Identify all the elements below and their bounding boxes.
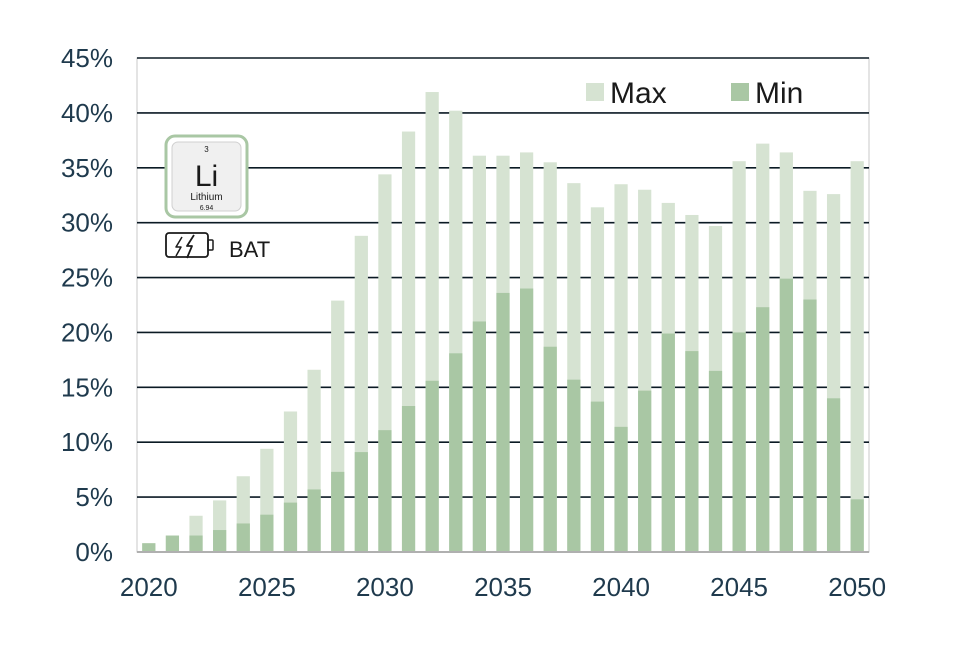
gridlines (137, 57, 869, 498)
bar-min-2020 (142, 543, 156, 552)
x-tick-labels: 2020 2025 2030 2035 2040 2045 2050 (120, 572, 886, 602)
x-tick-label: 2025 (238, 572, 296, 602)
y-tick-label: 5% (75, 482, 113, 512)
bar-min-2034 (472, 321, 486, 552)
bar-min-2044 (708, 370, 723, 552)
y-tick-label: 15% (61, 372, 113, 402)
bar-min-2028 (331, 471, 345, 552)
y-tick-label: 30% (61, 208, 113, 238)
y-tick-label: 20% (61, 317, 113, 347)
bar-min-2036 (520, 288, 534, 552)
bar-min-2024 (236, 523, 250, 552)
battery-label: BAT (229, 237, 270, 262)
bar-min-2046 (756, 307, 770, 552)
legend-label-min: Min (755, 77, 803, 110)
x-tick-label: 2035 (474, 572, 532, 602)
y-tick-label: 10% (61, 427, 113, 457)
x-tick-label: 2040 (592, 572, 650, 602)
bar-min-2021 (165, 535, 180, 552)
bar-min-2030 (378, 430, 392, 552)
bar-min-2029 (354, 452, 368, 552)
bar-min-2035 (496, 292, 510, 552)
bar-min-2043 (685, 351, 699, 552)
y-tick-label: 35% (61, 153, 113, 183)
bar-min-2050 (850, 499, 864, 552)
bar-min-2049 (826, 398, 841, 552)
bar-min-2037 (543, 346, 557, 552)
bar-min-2038 (567, 379, 581, 552)
bar-min-2033 (449, 353, 463, 552)
y-tick-label: 40% (61, 98, 113, 128)
bar-max-2050 (850, 161, 864, 552)
x-tick-label: 2020 (120, 572, 178, 602)
bar-min-2025 (260, 514, 274, 552)
bar-layer (142, 92, 864, 553)
y-tick-labels: 0% 5% 10% 15% 20% 25% 30% 35% 40% 45% (61, 43, 113, 567)
y-tick-label: 25% (61, 263, 113, 293)
bar-min-2047 (779, 278, 793, 552)
y-tick-label: 45% (61, 43, 113, 73)
element-tile-inner (171, 141, 242, 212)
y-tick-label: 0% (75, 537, 113, 567)
battery-icon (165, 232, 214, 259)
element-atomic-number: 3 (204, 145, 209, 154)
bar-min-2040 (614, 426, 628, 552)
lithium-element-tile: 3 Li Lithium 6.94 (164, 134, 249, 219)
element-name: Lithium (190, 192, 222, 203)
element-symbol: Li (195, 160, 218, 193)
bar-min-2048 (803, 299, 817, 552)
bar-min-2045 (732, 332, 746, 552)
bar-min-2026 (283, 502, 298, 552)
bar-min-2027 (307, 489, 321, 552)
legend: Max Min (586, 77, 803, 110)
bar-min-2039 (590, 401, 605, 552)
bar-min-2032 (425, 380, 439, 552)
bar-min-2042 (661, 333, 675, 552)
x-tick-label: 2050 (828, 572, 886, 602)
bar-min-2041 (638, 390, 652, 552)
bar-min-2023 (213, 530, 227, 552)
element-atomic-mass: 6.94 (200, 205, 214, 212)
x-tick-label: 2030 (356, 572, 414, 602)
bar-min-2031 (401, 406, 416, 552)
legend-label-max: Max (610, 77, 667, 110)
legend-swatch-min (731, 83, 749, 101)
legend-swatch-max (586, 83, 604, 101)
bar-min-2022 (189, 535, 203, 552)
x-tick-label: 2045 (710, 572, 768, 602)
